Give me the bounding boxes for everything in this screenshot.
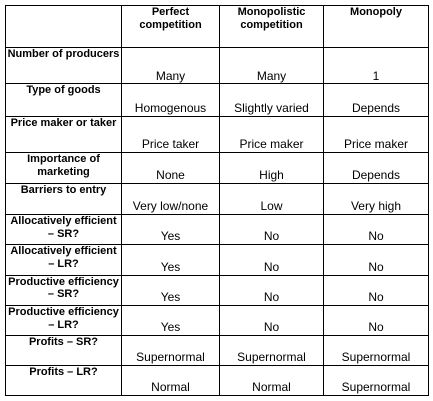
table-row: Profits – SR? Supernormal Supernormal Su… (5, 335, 429, 366)
header-monopoly: Monopoly (323, 5, 429, 48)
row-label: Allocatively efficient – LR? (5, 244, 122, 276)
row-label: Type of goods (5, 83, 122, 117)
table-cell: No (219, 213, 324, 246)
table-cell: Very high (323, 182, 429, 215)
row-label: Barriers to entry (5, 182, 122, 215)
table-row: Productive efficiency – LR? Yes No No (5, 304, 429, 337)
table-cell: Low (219, 182, 324, 215)
table-cell: Depends (323, 152, 429, 184)
market-structures-table: Perfect competition Monopolistic competi… (5, 5, 429, 397)
row-label: Importance of marketing (5, 152, 122, 184)
row-label: Allocatively efficient – SR? (5, 213, 122, 246)
table-cell: Many (121, 46, 220, 85)
row-label: Price maker or taker (5, 115, 122, 154)
table-cell: Yes (121, 304, 220, 337)
table-cell: Homogenous (121, 83, 220, 117)
table-row: Productive efficiency – SR? Yes No No (5, 274, 429, 306)
header-corner-cell (5, 5, 122, 48)
table-cell: 1 (323, 46, 429, 85)
table-cell: High (219, 152, 324, 184)
table-cell: Price taker (121, 115, 220, 154)
table-cell: No (219, 274, 324, 306)
table-cell: Supernormal (121, 335, 220, 366)
table-cell: Yes (121, 274, 220, 306)
table-cell: Supernormal (323, 364, 429, 397)
table-cell: Yes (121, 244, 220, 276)
table-cell: No (219, 304, 324, 337)
table-cell: Price maker (219, 115, 324, 154)
row-label: Productive efficiency – LR? (5, 304, 122, 337)
header-monopolistic-competition: Monopolistic competition (219, 5, 324, 48)
header-perfect-competition: Perfect competition (121, 5, 220, 48)
table-row: Number of producers Many Many 1 (5, 46, 429, 85)
table-cell: No (323, 244, 429, 276)
table-cell: Slightly varied (219, 83, 324, 117)
table-cell: No (323, 304, 429, 337)
table-row: Type of goods Homogenous Slightly varied… (5, 83, 429, 117)
table-row: Price maker or taker Price taker Price m… (5, 115, 429, 154)
table-cell: No (219, 244, 324, 276)
table-cell: None (121, 152, 220, 184)
row-label: Productive efficiency – SR? (5, 274, 122, 306)
table-cell: Normal (121, 364, 220, 397)
table-cell: Supernormal (219, 335, 324, 366)
row-label: Number of producers (5, 46, 122, 85)
table-cell: Price maker (323, 115, 429, 154)
table-row: Importance of marketing None High Depend… (5, 152, 429, 184)
table-cell: Depends (323, 83, 429, 117)
table-cell: Yes (121, 213, 220, 246)
table-row: Barriers to entry Very low/none Low Very… (5, 182, 429, 215)
header-row: Perfect competition Monopolistic competi… (5, 5, 429, 48)
table-cell: No (323, 213, 429, 246)
table-row: Allocatively efficient – LR? Yes No No (5, 244, 429, 276)
table-cell: Supernormal (323, 335, 429, 366)
table-cell: Many (219, 46, 324, 85)
table-cell: No (323, 274, 429, 306)
row-label: Profits – SR? (5, 335, 122, 366)
table-cell: Very low/none (121, 182, 220, 215)
table-row: Profits – LR? Normal Normal Supernormal (5, 364, 429, 397)
table-cell: Normal (219, 364, 324, 397)
row-label: Profits – LR? (5, 364, 122, 397)
table-row: Allocatively efficient – SR? Yes No No (5, 213, 429, 246)
